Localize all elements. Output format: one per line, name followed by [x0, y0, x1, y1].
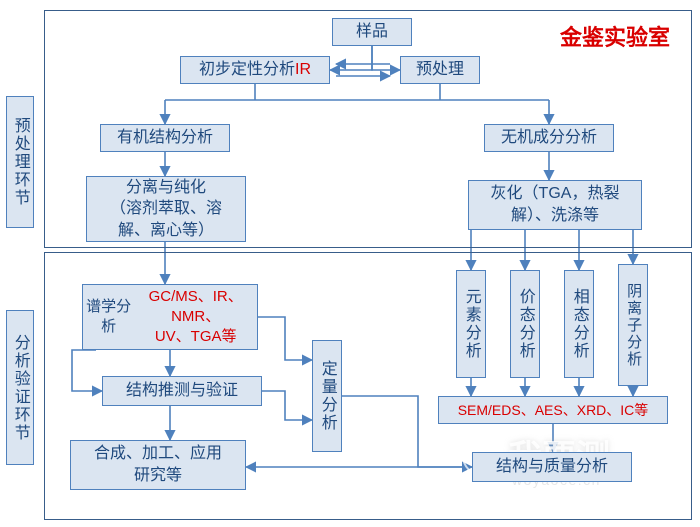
n-purify: 分离与纯化（溶剂萃取、溶解、离心等） [86, 176, 246, 242]
sec-top-label: 预处理环节 [6, 96, 34, 228]
n-valence: 价态分析 [510, 270, 540, 378]
n-synth: 合成、加工、应用研究等 [70, 440, 246, 490]
n-ir: 初步定性分析IR [180, 56, 330, 84]
sec-bot-label: 分析验证环节 [6, 310, 34, 465]
n-elem: 元素分析 [456, 270, 486, 378]
n-anion: 阴离子分析 [618, 264, 648, 386]
n-spectro: 谱学分析GC/MS、IR、NMR、UV、TGA等 [82, 284, 258, 350]
n-pretreat: 预处理 [400, 56, 480, 84]
n-inorganic: 无机成分分析 [484, 124, 614, 152]
n-organic: 有机结构分析 [100, 124, 230, 152]
flowchart-stage: 金鉴实验室 我要测 woyaoce.cn 预处理环节分析验证环节样品初步定性分析… [0, 0, 700, 527]
n-struct-infer: 结构推测与验证 [102, 376, 262, 406]
n-ash: 灰化（TGA，热裂解）、洗涤等 [468, 180, 642, 230]
n-phase: 相态分析 [564, 270, 594, 378]
n-sample: 样品 [332, 18, 412, 46]
n-struct-q: 结构与质量分析 [472, 452, 632, 482]
n-quant: 定量分析 [312, 340, 342, 452]
n-sem: SEM/EDS、AES、XRD、IC等 [438, 396, 668, 424]
